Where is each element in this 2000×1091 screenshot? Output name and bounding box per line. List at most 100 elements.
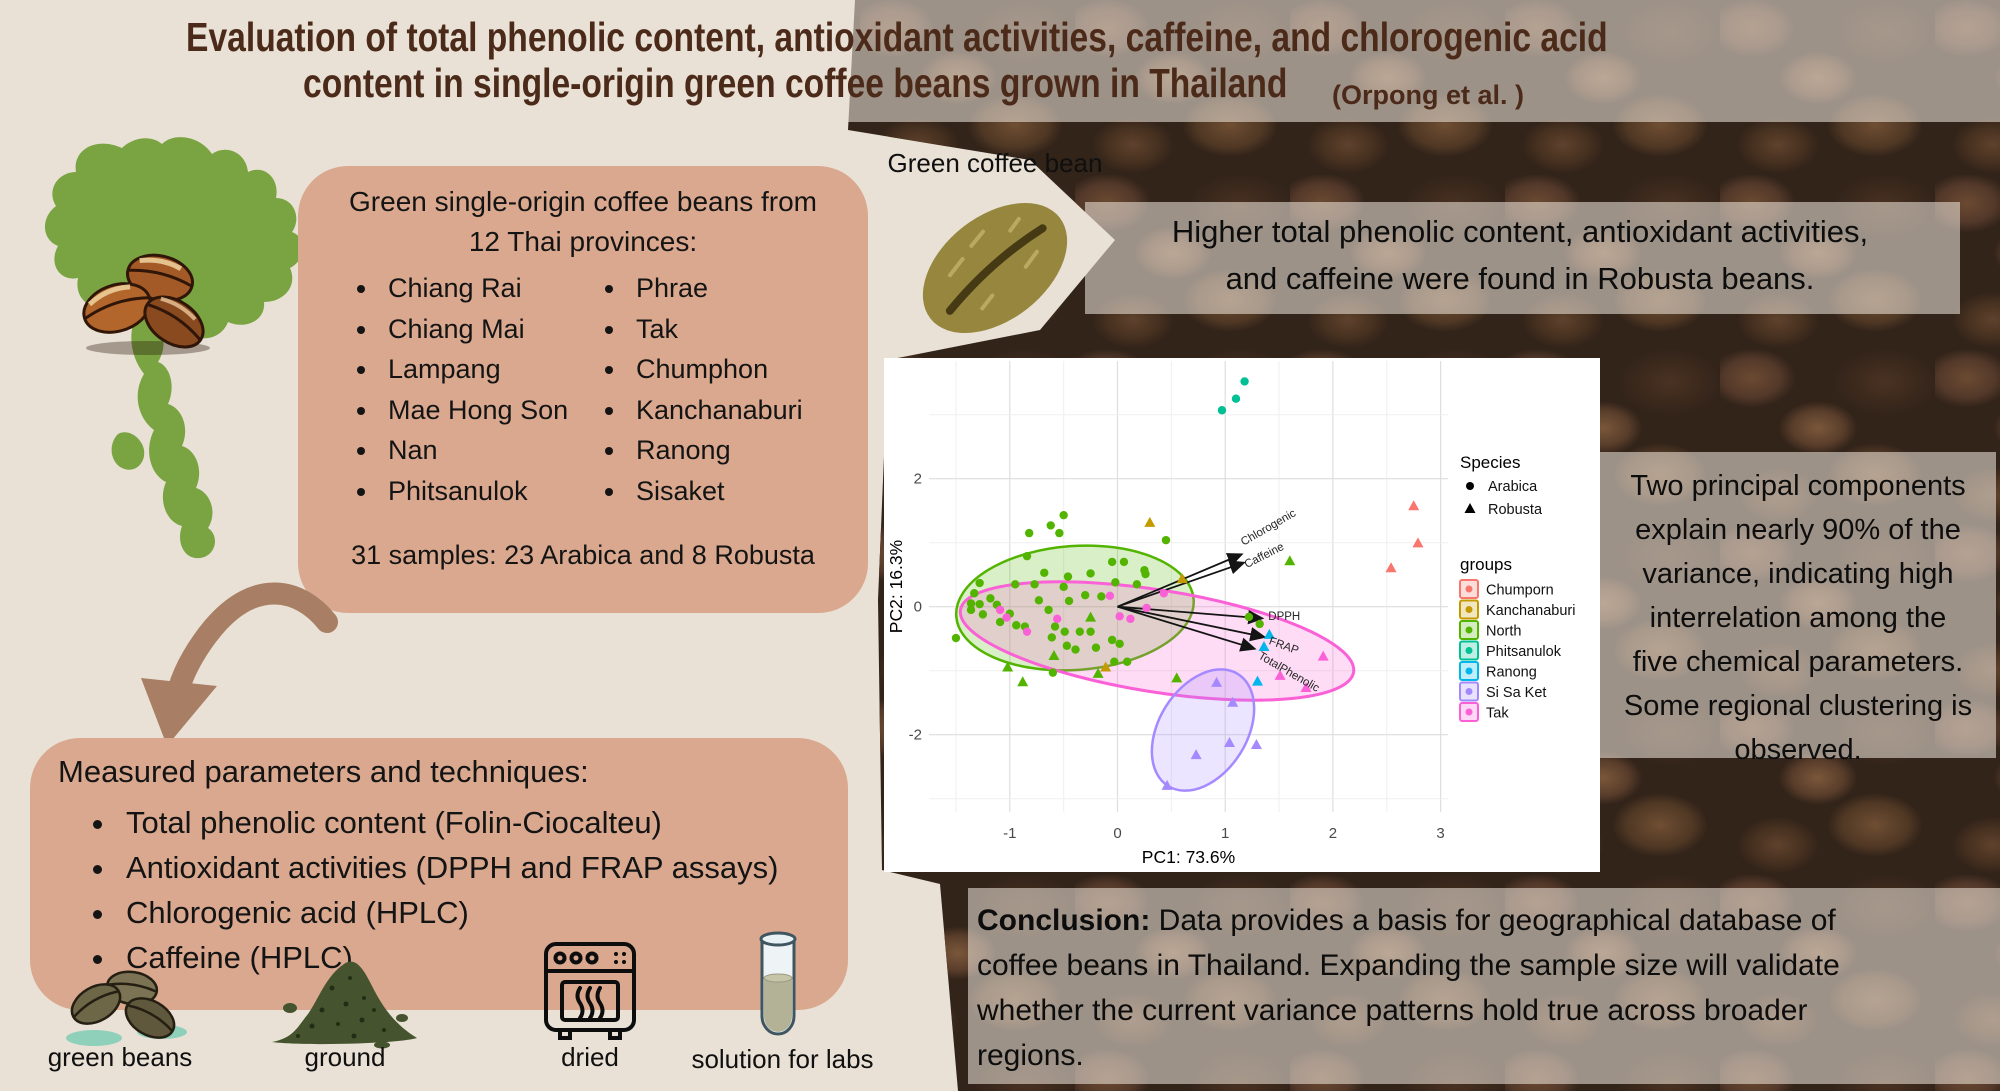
data-point bbox=[1086, 627, 1095, 636]
provinces-column-2: PhraeTakChumphonKanchanaburiRanongSisake… bbox=[598, 268, 803, 511]
data-point bbox=[1250, 738, 1262, 749]
data-point bbox=[1240, 377, 1249, 386]
data-point bbox=[1052, 614, 1062, 624]
loading-label-dpph: DPPH bbox=[1268, 611, 1300, 623]
loading-arrow-frap bbox=[1117, 605, 1267, 642]
data-point bbox=[1258, 641, 1270, 652]
data-point bbox=[1161, 535, 1171, 545]
robusta-marker-icon bbox=[1464, 503, 1476, 513]
x-axis-title: PC1: 73.6% bbox=[1142, 847, 1235, 867]
list-item: Ranong bbox=[628, 430, 803, 471]
data-point bbox=[1110, 657, 1119, 666]
data-point bbox=[1107, 557, 1117, 567]
data-point bbox=[1022, 627, 1032, 636]
data-point bbox=[978, 610, 988, 619]
data-point bbox=[1059, 582, 1068, 592]
data-point bbox=[1060, 627, 1069, 636]
title-line-1: Evaluation of total phenolic content, an… bbox=[186, 14, 1608, 60]
list-item: Chiang Rai bbox=[380, 268, 568, 309]
text-line: observed. bbox=[1734, 734, 1862, 766]
x-tick-label: -1 bbox=[1003, 825, 1016, 842]
oven-icon bbox=[544, 942, 636, 1040]
green-bean-label: Green coffee bean bbox=[887, 148, 1103, 178]
data-point bbox=[970, 589, 979, 598]
green-beans-icon bbox=[66, 970, 187, 1046]
data-point bbox=[966, 605, 976, 615]
list-item: Kanchanaburi bbox=[628, 390, 803, 431]
list-item: Tak bbox=[628, 309, 803, 350]
conclusion-body: Data provides a basis for geographical d… bbox=[977, 904, 1840, 1072]
provinces-heading: Green single-origin coffee beans from 12… bbox=[298, 166, 868, 262]
data-point bbox=[1132, 580, 1142, 589]
pca-biplot: Chlorogenic Caffeine DPPH FRAP TotalPhenolic… bbox=[884, 358, 1600, 872]
data-point bbox=[1122, 657, 1132, 666]
data-points bbox=[951, 377, 1424, 790]
data-point bbox=[1048, 668, 1058, 677]
conclusion-text: Conclusion: Data provides a basis for ge… bbox=[977, 898, 1907, 1078]
arabica-marker-icon bbox=[1466, 482, 1474, 490]
green-beans-caption: green beans bbox=[47, 1042, 193, 1072]
group-label-tak: Tak bbox=[1486, 706, 1509, 722]
data-point bbox=[1075, 627, 1085, 636]
data-point bbox=[1211, 676, 1223, 687]
title-wash bbox=[830, 0, 2000, 122]
list-item: Lampang bbox=[380, 349, 568, 390]
list-item: Chlorogenic acid (HPLC) bbox=[118, 890, 778, 935]
provinces-heading-line2: 12 Thai provinces: bbox=[468, 226, 698, 257]
data-point bbox=[1022, 551, 1032, 561]
finding-line2: and caffeine were found in Robusta beans… bbox=[1225, 261, 1815, 296]
finding-text: Higher total phenolic content, antioxida… bbox=[1080, 208, 1960, 302]
data-point bbox=[1105, 591, 1115, 601]
data-point bbox=[995, 617, 1005, 627]
variance-wash bbox=[1600, 452, 1996, 758]
text-line: five chemical parameters. bbox=[1632, 646, 1964, 678]
data-point bbox=[1097, 592, 1106, 601]
data-point bbox=[1050, 622, 1060, 631]
data-point bbox=[1024, 528, 1034, 538]
group-label-phitsanulok: Phitsanulok bbox=[1486, 644, 1562, 660]
dried-caption: dried bbox=[561, 1042, 619, 1072]
data-point bbox=[1161, 779, 1173, 790]
data-point bbox=[1231, 394, 1241, 403]
group-label-chumporn: Chumporn bbox=[1486, 583, 1554, 599]
data-point bbox=[1047, 633, 1057, 642]
attribution: (Orpong et al. ) bbox=[1332, 80, 1524, 110]
samples-note: 31 samples: 23 Arabica and 8 Robusta bbox=[351, 540, 815, 570]
gridlines bbox=[929, 361, 1448, 812]
data-point bbox=[1062, 641, 1072, 650]
data-point bbox=[1385, 562, 1397, 573]
data-point bbox=[975, 599, 984, 609]
finding-line1: Higher total phenolic content, antioxida… bbox=[1171, 214, 1869, 249]
data-point bbox=[1091, 643, 1101, 652]
data-point bbox=[1244, 612, 1254, 622]
y-tick-label: 2 bbox=[914, 471, 922, 488]
data-point bbox=[1224, 737, 1236, 748]
data-point bbox=[1002, 613, 1011, 622]
data-point bbox=[1071, 645, 1080, 654]
poster-title: Evaluation of total phenolic content, an… bbox=[30, 14, 1608, 106]
data-point bbox=[1012, 621, 1021, 630]
data-point bbox=[1126, 614, 1135, 624]
text-line: Some regional clustering is bbox=[1623, 690, 1973, 722]
data-point bbox=[1217, 406, 1227, 415]
group-ellipse-north bbox=[954, 544, 1195, 672]
conclusion-label: Conclusion: bbox=[977, 904, 1151, 937]
data-point bbox=[1092, 667, 1104, 678]
methods-list: Total phenolic content (Folin-Ciocalteu)… bbox=[92, 800, 778, 980]
x-tick-label: 2 bbox=[1329, 825, 1337, 842]
curved-arrow-icon bbox=[141, 582, 338, 746]
group-label-si-sa-ket: Si Sa Ket bbox=[1486, 685, 1546, 701]
data-point bbox=[1002, 661, 1014, 672]
list-item: Sisaket bbox=[628, 471, 803, 512]
data-point bbox=[1086, 569, 1095, 578]
list-item: Antioxidant activities (DPPH and FRAP as… bbox=[118, 845, 778, 890]
data-point bbox=[975, 578, 984, 588]
conclusion-wash bbox=[968, 888, 2000, 1084]
plot-legend: Species Arabica Robusta groups Chumporn Kanch… bbox=[1459, 453, 1576, 722]
group-label-north: North bbox=[1486, 624, 1521, 640]
title-line-2: content in single-origin green coffee be… bbox=[302, 60, 1288, 106]
pca-biplot-svg: ChlorogenicCaffeineDPPHFRAPTotalPhenolic… bbox=[884, 358, 1600, 872]
loading-arrow-caffeine bbox=[1117, 560, 1246, 608]
data-point bbox=[1064, 596, 1074, 606]
